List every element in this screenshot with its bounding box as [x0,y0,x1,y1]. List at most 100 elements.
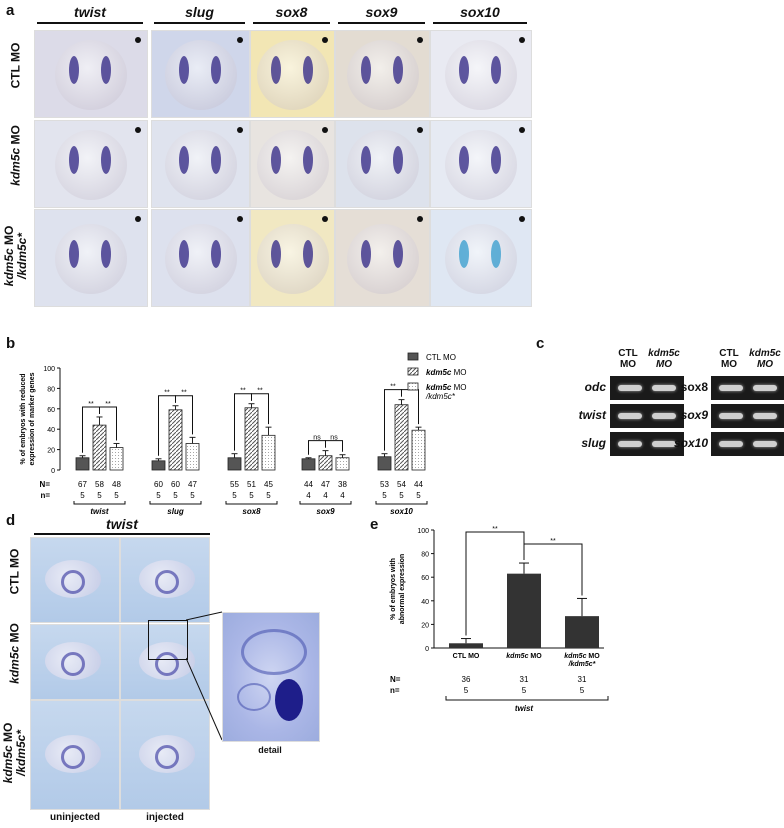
chart-b-ytick-label: 100 [43,366,55,373]
injected-side-dot [135,37,141,43]
injected-side-dot [237,127,243,133]
gel-band [618,385,642,391]
chart-b-sig-bracket [251,393,269,425]
detail-connector [186,611,223,741]
chart-b-bar-twist-1 [75,457,90,471]
injected-side-dot [135,127,141,133]
neural-crest-stain-right [210,56,221,84]
chart-b-bar-sox8-1 [227,457,242,471]
injected-side-dot [417,216,423,222]
neural-crest-stain-left [270,56,281,84]
neural-crest-stain-left [360,56,371,84]
chart-b-n-value: 5 [190,491,195,500]
neural-crest-stain-right [302,56,313,84]
chart-b-group-bracket [73,501,126,505]
chart-e-N-value: 31 [578,675,587,684]
embryo-image-twist-row3 [34,209,148,307]
injected-side-dot [135,216,141,222]
chart-e-n-value: 5 [464,686,469,695]
chart-b-ytick-label: 20 [47,448,55,455]
chart-b-legend-swatch [407,352,419,361]
chart-e-N-value: 31 [520,675,529,684]
gel-band-image-sox10 [711,432,784,456]
chart-b-sig-label: ** [390,384,396,391]
embryo-body [55,130,127,200]
chart-b: % of embryos with reduced expression of m… [20,352,466,516]
neural-crest-stain-left [360,146,371,174]
injected-side-dot [519,216,525,222]
chart-b-n-value: 5 [97,491,102,500]
neural-crest-stain-right [302,146,313,174]
chart-e-category-label: kdm5c MO/kdm5c* [564,653,600,668]
tadpole-stain [155,570,179,594]
embryo-body [256,130,329,200]
chart-e-sig-bracket [523,543,583,596]
chart-b-sig-label: ** [164,390,170,397]
embryo-body [256,224,329,294]
chart-e-n-value: 5 [580,686,585,695]
chart-b-n-value: 5 [156,491,161,500]
detail-box [148,620,188,660]
injected-side-dot [237,216,243,222]
chart-e-ytick-label: 100 [417,528,429,535]
chart-e-ytick-label: 80 [421,552,429,559]
chart-b-n-value: 4 [306,491,311,500]
chart-b-N-label: N= [40,480,51,489]
embryo-body [346,40,419,110]
tadpole-stain [61,745,85,769]
detail-image [222,612,320,742]
embryo-image-sox8-row3 [250,209,335,307]
gel-column-header: kdm5c MO [749,348,781,370]
gel-band-image-odc [610,376,684,400]
chart-b-bar-twist-3 [109,447,124,471]
embryo-body [445,224,517,294]
chart-b-ylabel: % of embryos with reduced expression of m… [20,372,36,465]
neural-crest-stain-right [491,240,501,268]
chart-b-N-value: 44 [414,480,423,489]
neural-crest-stain-left [69,240,79,268]
tadpole-image-row2-injected [120,624,210,700]
panel-b-letter: b [6,335,16,352]
column-bar-twist [37,22,143,24]
gel-gene-label-slug: slug [581,436,606,450]
chart-e-ytick-label: 20 [421,622,429,629]
embryo-body [164,40,237,110]
chart-b-n-value: 5 [80,491,85,500]
chart-b-sig-label: ** [88,401,94,408]
chart-e-sig-label: ** [550,538,556,545]
injected-label: injected [146,812,184,823]
column-bar-slug [154,22,245,24]
neural-crest-stain-right [101,146,111,174]
chart-b-sig-label: ** [257,388,263,395]
panel-a-letter: a [6,2,15,19]
chart-b-legend-swatch [407,367,419,376]
chart-b-group-bracket [375,501,428,505]
row-label-d-2: kdm5c MO [7,623,22,684]
gel-gene-label-sox10: sox10 [673,436,708,450]
neural-crest-stain-right [392,56,403,84]
chart-b-sig-label: ** [181,390,187,397]
chart-b-N-value: 60 [154,480,163,489]
chart-b-sig-bracket [99,406,117,441]
injected-side-dot [417,127,423,133]
embryo-body [256,40,329,110]
chart-e-ylabel: % of embryos with abnormal expression [390,554,406,624]
embryo-body [445,40,517,110]
panel-d-title: twist [106,516,138,532]
embryo-image-slug-row3 [151,209,250,307]
chart-b-bar-sox10-3 [411,429,426,471]
chart-e-gene-label: twist [515,704,534,713]
chart-b-n-value: 5 [416,491,421,500]
tadpole-image-row3-uninjected [30,700,120,810]
chart-b-N-value: 48 [112,480,121,489]
embryo-body [164,224,237,294]
panel-c-letter: c [536,335,545,352]
chart-b-ytick-label: 80 [47,386,55,393]
chart-b-n-value: 5 [266,491,271,500]
neural-crest-stain-left [459,240,469,268]
chart-b-n-value: 5 [382,491,387,500]
gel-band [652,385,676,391]
gel-band [753,441,777,447]
injected-side-dot [322,127,328,133]
gel-band-image-sox8 [711,376,784,400]
